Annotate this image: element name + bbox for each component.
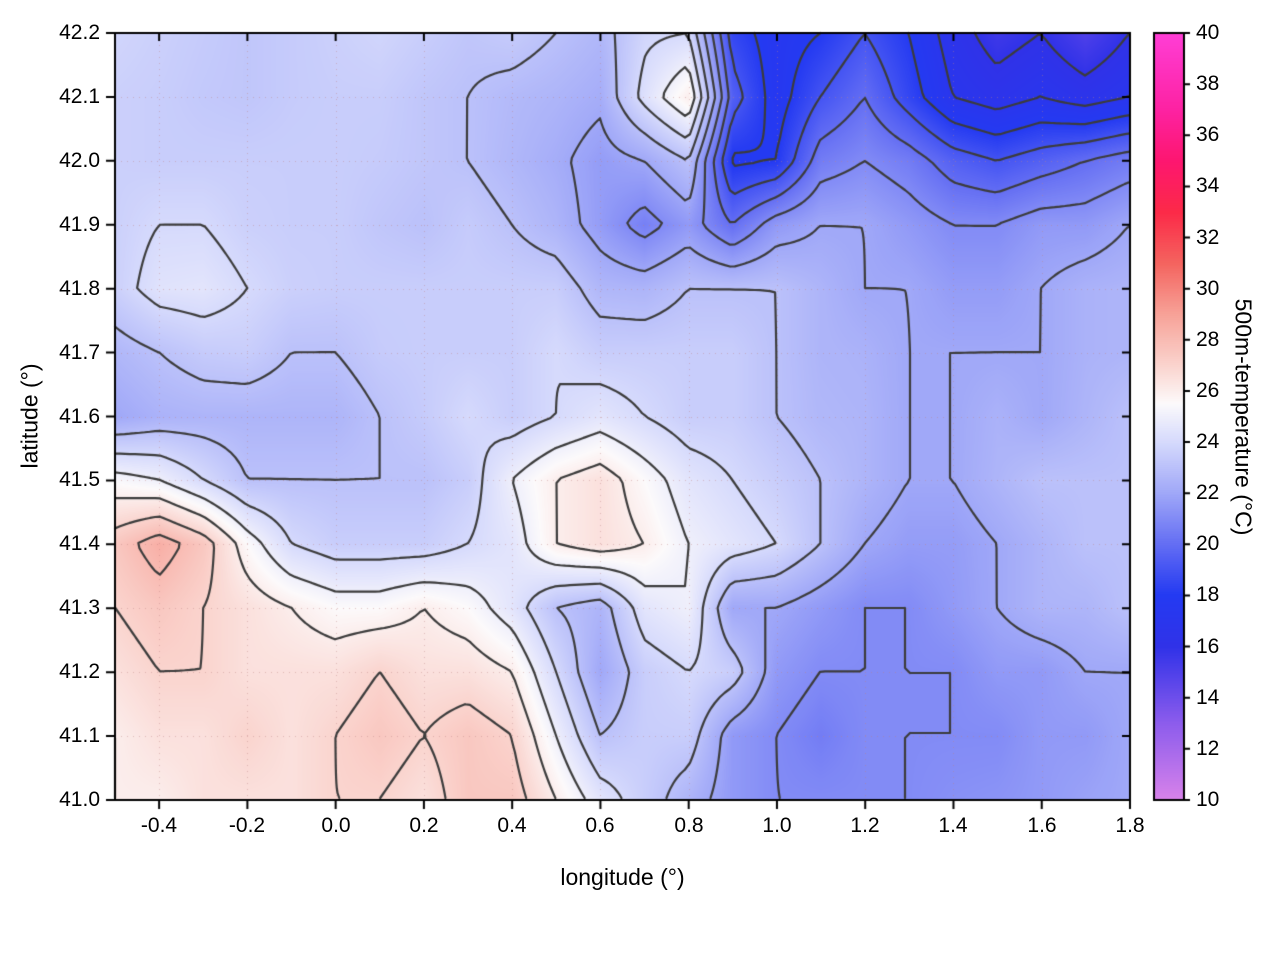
colorbar-tick-label: 10	[1196, 788, 1220, 811]
colorbar-tick-label: 14	[1196, 686, 1220, 709]
x-axis-label: longitude (°)	[560, 864, 685, 890]
y-tick-label: 41.9	[59, 213, 100, 236]
y-tick-label: 41.7	[59, 341, 100, 364]
colorbar-tick-label: 38	[1196, 72, 1220, 95]
y-tick-label: 41.8	[59, 277, 100, 300]
y-tick-label: 42.0	[59, 149, 100, 172]
colorbar-tick-label: 16	[1196, 635, 1220, 658]
y-tick-label: 42.1	[59, 85, 100, 108]
y-tick-label: 41.5	[59, 468, 100, 491]
colorbar-tick-label: 40	[1196, 21, 1220, 44]
colorbar-tick-label: 30	[1196, 277, 1220, 300]
colorbar-tick-label: 36	[1196, 123, 1220, 146]
y-tick-label: 41.0	[59, 788, 100, 811]
x-tick-label: 0.6	[585, 814, 615, 837]
colorbar-tick-label: 18	[1196, 583, 1220, 606]
y-tick-label: 41.4	[59, 532, 100, 555]
y-tick-label: 41.3	[59, 596, 100, 619]
x-tick-label: 0.0	[321, 814, 351, 837]
x-tick-label: 1.0	[762, 814, 792, 837]
x-tick-label: 0.2	[409, 814, 439, 837]
colorbar-tick-label: 12	[1196, 737, 1220, 760]
x-tick-label: 1.4	[938, 814, 968, 837]
colorbar-tick-label: 20	[1196, 532, 1220, 555]
x-tick-label: 0.4	[497, 814, 527, 837]
colorbar-tick-label: 24	[1196, 430, 1220, 453]
x-tick-label: 1.6	[1027, 814, 1057, 837]
x-tick-label: -0.2	[228, 814, 266, 837]
x-tick-label: 1.2	[850, 814, 880, 837]
x-tick-label: 1.8	[1115, 814, 1145, 837]
y-tick-label: 41.1	[59, 724, 100, 747]
colorbar-tick-label: 26	[1196, 379, 1220, 402]
y-tick-label: 41.2	[59, 660, 100, 683]
x-tick-label: -0.4	[140, 814, 178, 837]
y-tick-label: 41.6	[59, 405, 100, 428]
colorbar-tick-label: 28	[1196, 328, 1220, 351]
y-tick-label: 42.2	[59, 21, 100, 44]
x-tick-label: 0.8	[674, 814, 704, 837]
colorbar-tick-label: 34	[1196, 174, 1220, 197]
colorbar-tick-label: 32	[1196, 226, 1220, 249]
colorbar-tick-label: 22	[1196, 481, 1220, 504]
